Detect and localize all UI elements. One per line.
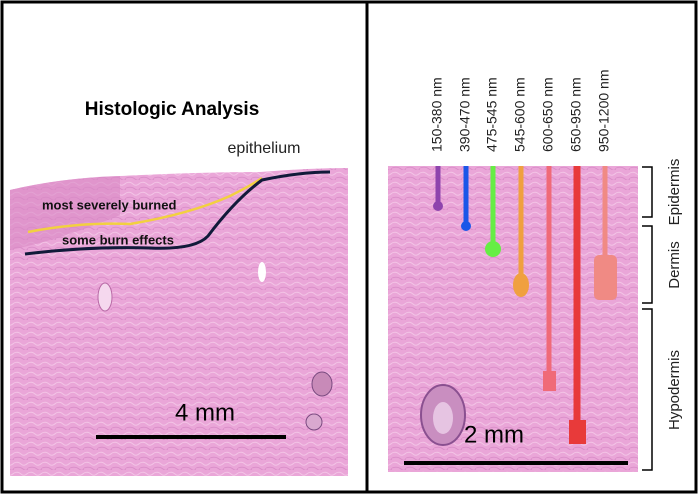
follicle bbox=[433, 402, 453, 434]
layer-label: Hypodermis bbox=[666, 350, 683, 430]
annotation: most severely burned bbox=[42, 197, 176, 212]
wavelength-label: 545-600 nm bbox=[512, 77, 528, 152]
layer-label: Dermis bbox=[666, 241, 683, 289]
follicle bbox=[306, 414, 322, 430]
wavelength-label: 150-380 nm bbox=[429, 77, 445, 152]
panel-title: Histologic Analysis bbox=[85, 99, 260, 120]
wavelength-label: 475-545 nm bbox=[484, 77, 500, 152]
figure: Histologic Analysis epithelium most seve… bbox=[0, 0, 698, 494]
scale-label: 4 mm bbox=[175, 399, 235, 426]
follicle bbox=[98, 283, 112, 311]
annotation: epithelium bbox=[228, 140, 301, 157]
follicle bbox=[258, 262, 266, 282]
wavelength-label: 390-470 nm bbox=[457, 77, 473, 152]
layer-label: Epidermis bbox=[666, 159, 683, 226]
wavelength-label: 950-1200 nm bbox=[596, 69, 612, 152]
annotation: some burn effects bbox=[62, 232, 174, 247]
scale-label: 2 mm bbox=[464, 421, 524, 448]
follicle bbox=[312, 372, 332, 396]
wavelength-label: 600-650 nm bbox=[540, 77, 556, 152]
wavelength-label: 650-950 nm bbox=[568, 77, 584, 152]
